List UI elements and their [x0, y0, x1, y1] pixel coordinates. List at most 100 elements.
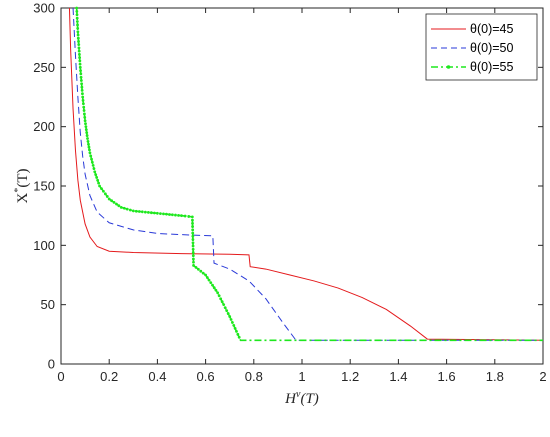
series-marker-3 [177, 213, 180, 217]
series-marker-3 [83, 112, 86, 116]
series-marker-3 [105, 195, 109, 198]
series-marker-3 [220, 300, 224, 304]
series-marker-3 [236, 332, 240, 336]
series-marker-3 [92, 167, 96, 171]
series-marker-3 [149, 211, 153, 215]
series-marker-3 [80, 89, 84, 92]
series-marker-3 [191, 247, 195, 251]
y-tick-label: 250 [33, 60, 55, 75]
series-marker-3 [85, 131, 89, 135]
series-marker-3 [86, 139, 90, 143]
series-marker-3 [165, 212, 168, 216]
series-marker-3 [162, 212, 165, 216]
series-marker-3 [82, 109, 86, 112]
series-marker-3 [75, 6, 79, 10]
series-marker-3 [192, 260, 195, 264]
series-marker-3 [191, 221, 194, 225]
x-tick-label: 0.4 [148, 369, 166, 384]
legend-label-3: θ(0)=55 [470, 60, 513, 74]
x-tick-label: 0.6 [197, 369, 215, 384]
series-marker-3 [90, 160, 94, 164]
series-marker-3 [235, 329, 238, 333]
series-marker-3 [79, 69, 82, 73]
series-marker-3 [219, 297, 223, 301]
series-marker-3 [229, 318, 233, 321]
series-marker-3 [191, 225, 194, 228]
series-marker-3 [76, 26, 80, 30]
series-marker-3 [80, 85, 84, 89]
series-marker-3 [77, 43, 81, 47]
series-marker-3 [79, 75, 83, 79]
series-marker-3 [194, 266, 198, 269]
series-marker-3 [83, 115, 87, 119]
y-axis-label-sup: * [13, 188, 24, 193]
series-marker-3 [156, 211, 159, 215]
y-axis-label: X*(T) [13, 168, 31, 203]
series-marker-3 [107, 197, 111, 201]
y-tick-label: 150 [33, 179, 55, 194]
series-marker-3 [75, 9, 79, 13]
series-marker-3 [78, 59, 82, 63]
series-marker-3 [143, 210, 147, 214]
series-marker-3 [207, 278, 211, 282]
y-tick-label: 0 [48, 357, 55, 372]
x-tick-label: 1.6 [438, 369, 456, 384]
series-marker-3 [77, 49, 81, 53]
series-marker-3 [100, 187, 103, 191]
series-marker-3 [196, 267, 200, 271]
series-marker-3 [96, 178, 100, 182]
series-marker-3 [191, 251, 195, 254]
x-tick-label: 0.8 [245, 369, 263, 384]
series-marker-3 [128, 208, 132, 212]
series-marker-3 [122, 206, 126, 210]
x-tick-label: 0 [57, 369, 64, 384]
series-marker-3 [119, 205, 123, 209]
series-marker-3 [86, 137, 89, 140]
legend-entry-2: θ(0)=50 [431, 41, 513, 55]
series-marker-3 [75, 16, 79, 20]
series-marker-3 [237, 335, 241, 339]
x-tick-label: 1 [298, 369, 305, 384]
series-marker-3 [103, 192, 107, 196]
series-layer [68, 6, 544, 342]
series-marker-3 [137, 210, 141, 213]
series-marker-3 [231, 321, 234, 324]
series-marker-3 [222, 303, 226, 307]
x-axis-label-tail: (T) [300, 391, 318, 407]
legend-entry-3: θ(0)=55 [431, 60, 513, 74]
x-tick-label: 2 [539, 369, 546, 384]
series-marker-3 [187, 215, 191, 218]
series-marker-3 [233, 327, 237, 330]
series-marker-3 [191, 238, 195, 241]
series-marker-3 [217, 294, 221, 298]
series-marker-3 [81, 92, 84, 96]
y-axis-label-base: X [15, 193, 31, 204]
series-marker-3 [152, 211, 156, 215]
series-marker-3 [81, 102, 85, 106]
series-marker-3 [75, 20, 79, 23]
series-marker-3 [226, 312, 230, 315]
series-marker-3 [209, 281, 213, 285]
series-marker-3 [223, 306, 227, 310]
series-marker-3 [88, 148, 91, 152]
series-marker-3 [91, 164, 95, 167]
series-marker-3 [79, 72, 83, 76]
series-marker-3 [76, 23, 79, 27]
series-marker-3 [191, 241, 195, 245]
y-tick-label: 200 [33, 119, 55, 134]
series-marker-3 [77, 40, 80, 43]
y-tick-label: 100 [33, 238, 55, 253]
series-marker-3 [76, 30, 80, 34]
series-marker-3 [78, 52, 81, 56]
legend-entry-1: θ(0)=45 [431, 22, 513, 36]
series-marker-3 [199, 269, 203, 273]
series-marker-3 [191, 257, 195, 261]
series-marker-3 [115, 202, 118, 206]
tick-layer: 0 0.2 0.4 0.6 0.8 1 1.2 1.4 1.6 1.8 2 0 50 100 150 200 2… [33, 1, 546, 385]
series-marker-3 [112, 200, 116, 204]
series-marker-3 [205, 276, 209, 279]
series-marker-3 [98, 184, 101, 188]
series-marker-3 [79, 79, 83, 82]
series-marker-3 [94, 173, 98, 177]
series-marker-3 [191, 228, 195, 232]
